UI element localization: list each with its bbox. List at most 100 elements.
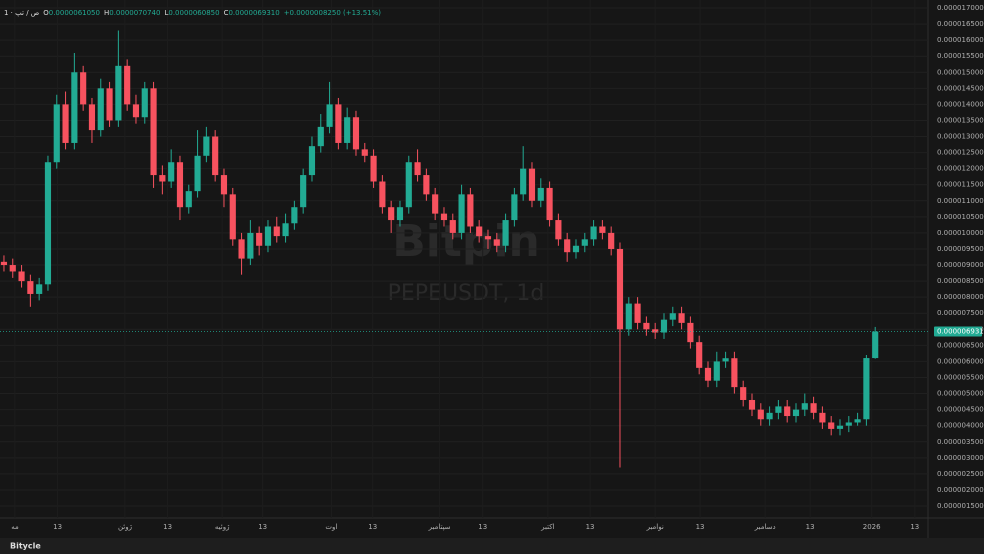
candle-body — [264, 226, 272, 246]
candle-body — [634, 303, 641, 323]
y-tick-label: 0.0000085000 — [937, 277, 984, 285]
x-tick-label: نوامبر — [646, 523, 664, 531]
candle-body — [352, 117, 360, 150]
y-tick-label: 0.0000040000 — [937, 422, 984, 430]
candle-body — [238, 239, 245, 259]
y-tick-label: 0.0000035000 — [937, 438, 984, 446]
y-tick-label: 0.0000050000 — [937, 390, 984, 398]
x-tick-label: 2026 — [863, 523, 881, 531]
candle-body — [713, 361, 720, 381]
y-tick-label: 0.0000105000 — [937, 213, 984, 221]
y-tick-label: 0.0000170000 — [937, 4, 984, 12]
candle-body — [414, 162, 421, 176]
candle-body — [863, 358, 870, 420]
candle-body — [599, 226, 606, 233]
candle-body — [168, 162, 175, 182]
candle-body — [748, 399, 756, 410]
x-tick-label: 13 — [53, 523, 62, 531]
candle-body — [810, 403, 817, 413]
candle-body — [18, 271, 25, 282]
candle-body — [203, 136, 210, 156]
candle-body — [432, 194, 439, 214]
y-tick-label: 0.0000140000 — [937, 100, 984, 108]
y-tick-label: 0.0000155000 — [937, 52, 984, 60]
candle-body — [625, 303, 632, 330]
candle-body — [396, 207, 404, 221]
candle-body — [537, 187, 544, 201]
y-tick-label: 0.0000020000 — [937, 486, 984, 494]
candle-body — [740, 387, 747, 400]
candle-body — [704, 367, 712, 381]
header-low-text: 0.0000060850 — [168, 9, 219, 17]
candle-body — [590, 226, 597, 240]
brand: Bitycle — [10, 542, 41, 551]
candle-body — [493, 239, 500, 246]
candle-body — [326, 104, 333, 127]
candle-body — [511, 194, 518, 221]
candle-body — [643, 322, 650, 330]
candle-body — [220, 175, 228, 195]
x-tick-label: 13 — [696, 523, 705, 531]
y-tick-label: 0.0000080000 — [937, 293, 984, 301]
candle-body — [0, 261, 8, 266]
last-price-label: 0.0000069310 — [937, 328, 984, 336]
candle-body — [572, 245, 580, 253]
candle-body — [80, 72, 87, 105]
candle-body — [872, 331, 879, 359]
y-tick-label: 0.0000125000 — [937, 149, 984, 157]
y-tick-label: 0.0000130000 — [937, 133, 984, 141]
candle-body — [212, 136, 219, 176]
y-tick-label: 0.0000165000 — [937, 20, 984, 28]
candle-body — [282, 223, 289, 237]
y-tick-label: 0.0000145000 — [937, 84, 984, 92]
y-tick-label: 0.0000025000 — [937, 470, 984, 478]
y-tick-label: 0.0000030000 — [937, 454, 984, 462]
candle-body — [53, 104, 60, 163]
y-tick-label: 0.0000120000 — [937, 165, 984, 173]
header-low-label: L — [164, 9, 168, 17]
candle-body — [458, 194, 465, 233]
candle-body — [185, 191, 192, 208]
candle-body — [564, 239, 571, 253]
y-tick-label: 0.0000135000 — [937, 116, 984, 124]
header-symbol: 1 · ص / تپ — [4, 9, 39, 17]
x-tick-label: 13 — [258, 523, 267, 531]
last-price-tag — [934, 326, 982, 337]
candle-body — [792, 409, 800, 417]
candle-body — [652, 329, 659, 333]
y-tick-label: 0.0000045000 — [937, 406, 984, 414]
x-tick-label: اکتبر — [540, 523, 554, 531]
y-tick-label: 0.0000095000 — [937, 245, 984, 253]
candle-body — [62, 104, 69, 143]
candle-body — [88, 104, 96, 131]
x-tick-label: 13 — [806, 523, 815, 531]
candle-body — [775, 406, 782, 413]
x-tick-label: سپتامبر — [428, 523, 451, 531]
candle-body — [696, 342, 703, 368]
y-tick-label: 0.0000055000 — [937, 373, 984, 381]
candle-body — [291, 207, 298, 224]
y-tick-label: 0.0000115000 — [937, 181, 984, 189]
x-tick-label: مه — [11, 523, 19, 531]
candle-body — [141, 88, 148, 118]
candle-body — [124, 65, 131, 105]
y-tick-label: 0.0000075000 — [937, 309, 984, 317]
candle-body — [361, 149, 368, 156]
candle-body — [159, 175, 166, 182]
candle-body — [784, 406, 791, 417]
y-tick-label: 0.0000060000 — [937, 357, 984, 365]
y-tick-label: 0.0000160000 — [937, 36, 984, 44]
candle-body — [449, 220, 456, 233]
candle-body — [335, 104, 342, 143]
candle-body — [502, 220, 509, 246]
candle-body — [687, 322, 694, 343]
candle-body — [819, 412, 826, 423]
y-tick-label: 0.0000015000 — [937, 502, 984, 510]
header-high-text: 0.0000070740 — [109, 9, 160, 17]
candle-body — [581, 239, 588, 246]
candle-body — [608, 232, 615, 249]
candle-body — [440, 213, 448, 221]
x-tick-label: دسامبر — [754, 523, 776, 531]
x-tick-label: ژوئن — [118, 523, 133, 531]
